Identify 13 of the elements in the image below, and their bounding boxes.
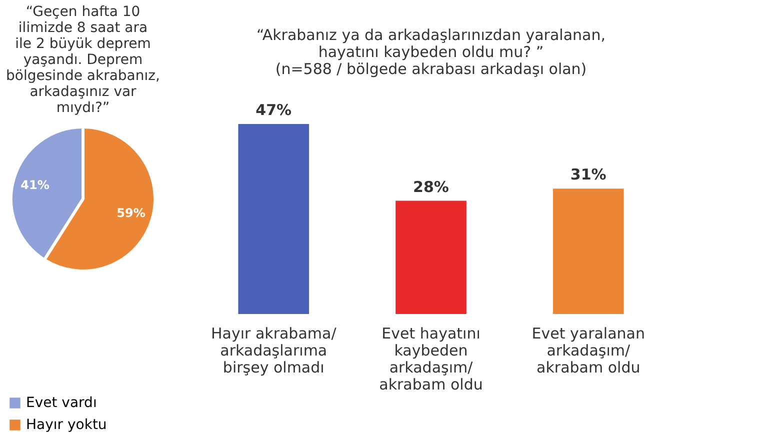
x-tick-label: Evet hayatını kaybeden arkadaşım/ akrabam oldu [379,324,483,394]
data-label: 47% [256,101,292,119]
data-label: 28% [413,178,449,196]
data-label: 59% [116,206,146,220]
x-tick-label: Hayır akrabama/ arkadaşlarıma birşey olmadı [210,324,338,376]
chart-title: “Geçen hafta 10 ilimizde 8 saat ara ile 2 büyük deprem yaşandı. Deprem bölgesinde akrabanız, arkadaşınız var mıydı?” [6,4,160,116]
data-label: 41% [20,178,50,192]
legend-label: Evet vardı [26,395,97,411]
x-tick-label: Evet yaralanan arkadaşım/ akrabam oldu [532,324,645,376]
data-label: 31% [570,166,606,184]
chart-title: “Akrabanız ya da arkadaşlarınızdan yaralanan, hayatını kaybeden oldu mu? ” [256,26,606,61]
legend-label: Hayır yoktu [26,417,107,433]
chart-subtitle: (n=588 / bölgede akrabası arkadaşı olan) [275,60,587,78]
